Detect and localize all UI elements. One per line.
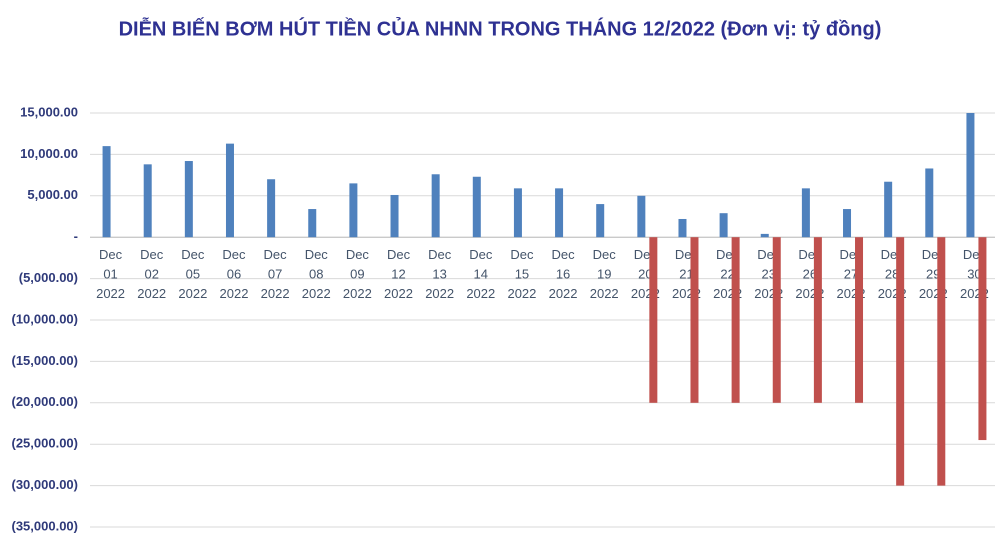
bar bbox=[349, 183, 358, 238]
bar bbox=[896, 237, 905, 486]
bar bbox=[843, 209, 852, 238]
y-tick-label: (20,000.00) bbox=[12, 394, 79, 409]
bar bbox=[884, 181, 893, 238]
y-tick-label: - bbox=[74, 229, 78, 244]
y-tick-label: (30,000.00) bbox=[12, 477, 79, 492]
bar bbox=[555, 188, 564, 238]
bar bbox=[772, 237, 781, 403]
bar bbox=[690, 237, 699, 403]
x-tick-label: Dec 07 2022 bbox=[261, 247, 290, 301]
y-tick-label: 10,000.00 bbox=[20, 146, 78, 161]
bar bbox=[267, 179, 276, 238]
bar bbox=[225, 143, 234, 238]
x-tick-label: Dec 09 2022 bbox=[343, 247, 372, 301]
bar bbox=[966, 113, 975, 238]
bar bbox=[513, 188, 522, 238]
y-tick-label: (10,000.00) bbox=[12, 311, 79, 326]
bar bbox=[925, 168, 934, 238]
y-tick-label: (35,000.00) bbox=[12, 518, 79, 533]
x-tick-label: Dec 14 2022 bbox=[466, 247, 495, 301]
y-tick-label: 5,000.00 bbox=[27, 187, 78, 202]
bar bbox=[472, 176, 481, 238]
bar bbox=[678, 218, 687, 238]
y-tick-label: (15,000.00) bbox=[12, 353, 79, 368]
bar bbox=[719, 213, 728, 238]
y-tick-label: 15,000.00 bbox=[20, 104, 78, 119]
chart-title: DIỄN BIẾN BƠM HÚT TIỀN CỦA NHNN TRONG TH… bbox=[119, 16, 882, 40]
bar bbox=[855, 237, 864, 403]
x-tick-label: Dec 05 2022 bbox=[178, 247, 207, 301]
x-tick-label: Dec 08 2022 bbox=[302, 247, 331, 301]
bar bbox=[978, 237, 987, 441]
bar bbox=[184, 161, 193, 238]
y-tick-label: (25,000.00) bbox=[12, 436, 79, 451]
x-tick-label: Dec 06 2022 bbox=[220, 247, 249, 301]
x-tick-label: Dec 15 2022 bbox=[507, 247, 536, 301]
bar bbox=[143, 164, 152, 238]
bar bbox=[637, 195, 646, 238]
x-tick-label: Dec 01 2022 bbox=[96, 247, 125, 301]
x-tick-label: Dec 19 2022 bbox=[590, 247, 619, 301]
bar bbox=[102, 146, 111, 238]
bar bbox=[431, 174, 440, 238]
bar bbox=[649, 237, 658, 403]
x-tick-label: Dec 13 2022 bbox=[425, 247, 454, 301]
bar bbox=[801, 188, 810, 238]
x-tick-label: Dec 16 2022 bbox=[549, 247, 578, 301]
y-tick-label: (5,000.00) bbox=[19, 270, 78, 285]
bar bbox=[596, 204, 605, 238]
x-tick-label: Dec 12 2022 bbox=[384, 247, 413, 301]
bar bbox=[937, 237, 946, 486]
x-tick-label: Dec 02 2022 bbox=[137, 247, 166, 301]
bar bbox=[390, 194, 399, 238]
bar bbox=[308, 209, 317, 238]
bar bbox=[731, 237, 740, 403]
bar bbox=[760, 233, 769, 238]
bar bbox=[813, 237, 822, 403]
